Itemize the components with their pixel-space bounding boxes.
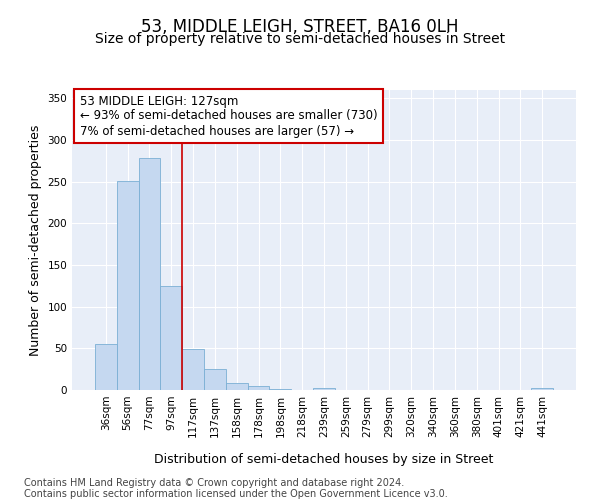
Bar <box>531 388 553 390</box>
Text: Distribution of semi-detached houses by size in Street: Distribution of semi-detached houses by … <box>154 452 494 466</box>
Bar <box>248 386 269 390</box>
Text: Contains public sector information licensed under the Open Government Licence v3: Contains public sector information licen… <box>24 489 448 499</box>
Bar <box>182 349 204 390</box>
Bar <box>226 384 248 390</box>
Bar <box>95 344 117 390</box>
Bar <box>269 389 291 390</box>
Bar <box>313 388 335 390</box>
Y-axis label: Number of semi-detached properties: Number of semi-detached properties <box>29 124 42 356</box>
Text: Contains HM Land Registry data © Crown copyright and database right 2024.: Contains HM Land Registry data © Crown c… <box>24 478 404 488</box>
Bar <box>139 158 160 390</box>
Text: 53 MIDDLE LEIGH: 127sqm
← 93% of semi-detached houses are smaller (730)
7% of se: 53 MIDDLE LEIGH: 127sqm ← 93% of semi-de… <box>80 94 377 138</box>
Text: 53, MIDDLE LEIGH, STREET, BA16 0LH: 53, MIDDLE LEIGH, STREET, BA16 0LH <box>141 18 459 36</box>
Bar <box>160 286 182 390</box>
Bar <box>204 369 226 390</box>
Text: Size of property relative to semi-detached houses in Street: Size of property relative to semi-detach… <box>95 32 505 46</box>
Bar <box>117 181 139 390</box>
